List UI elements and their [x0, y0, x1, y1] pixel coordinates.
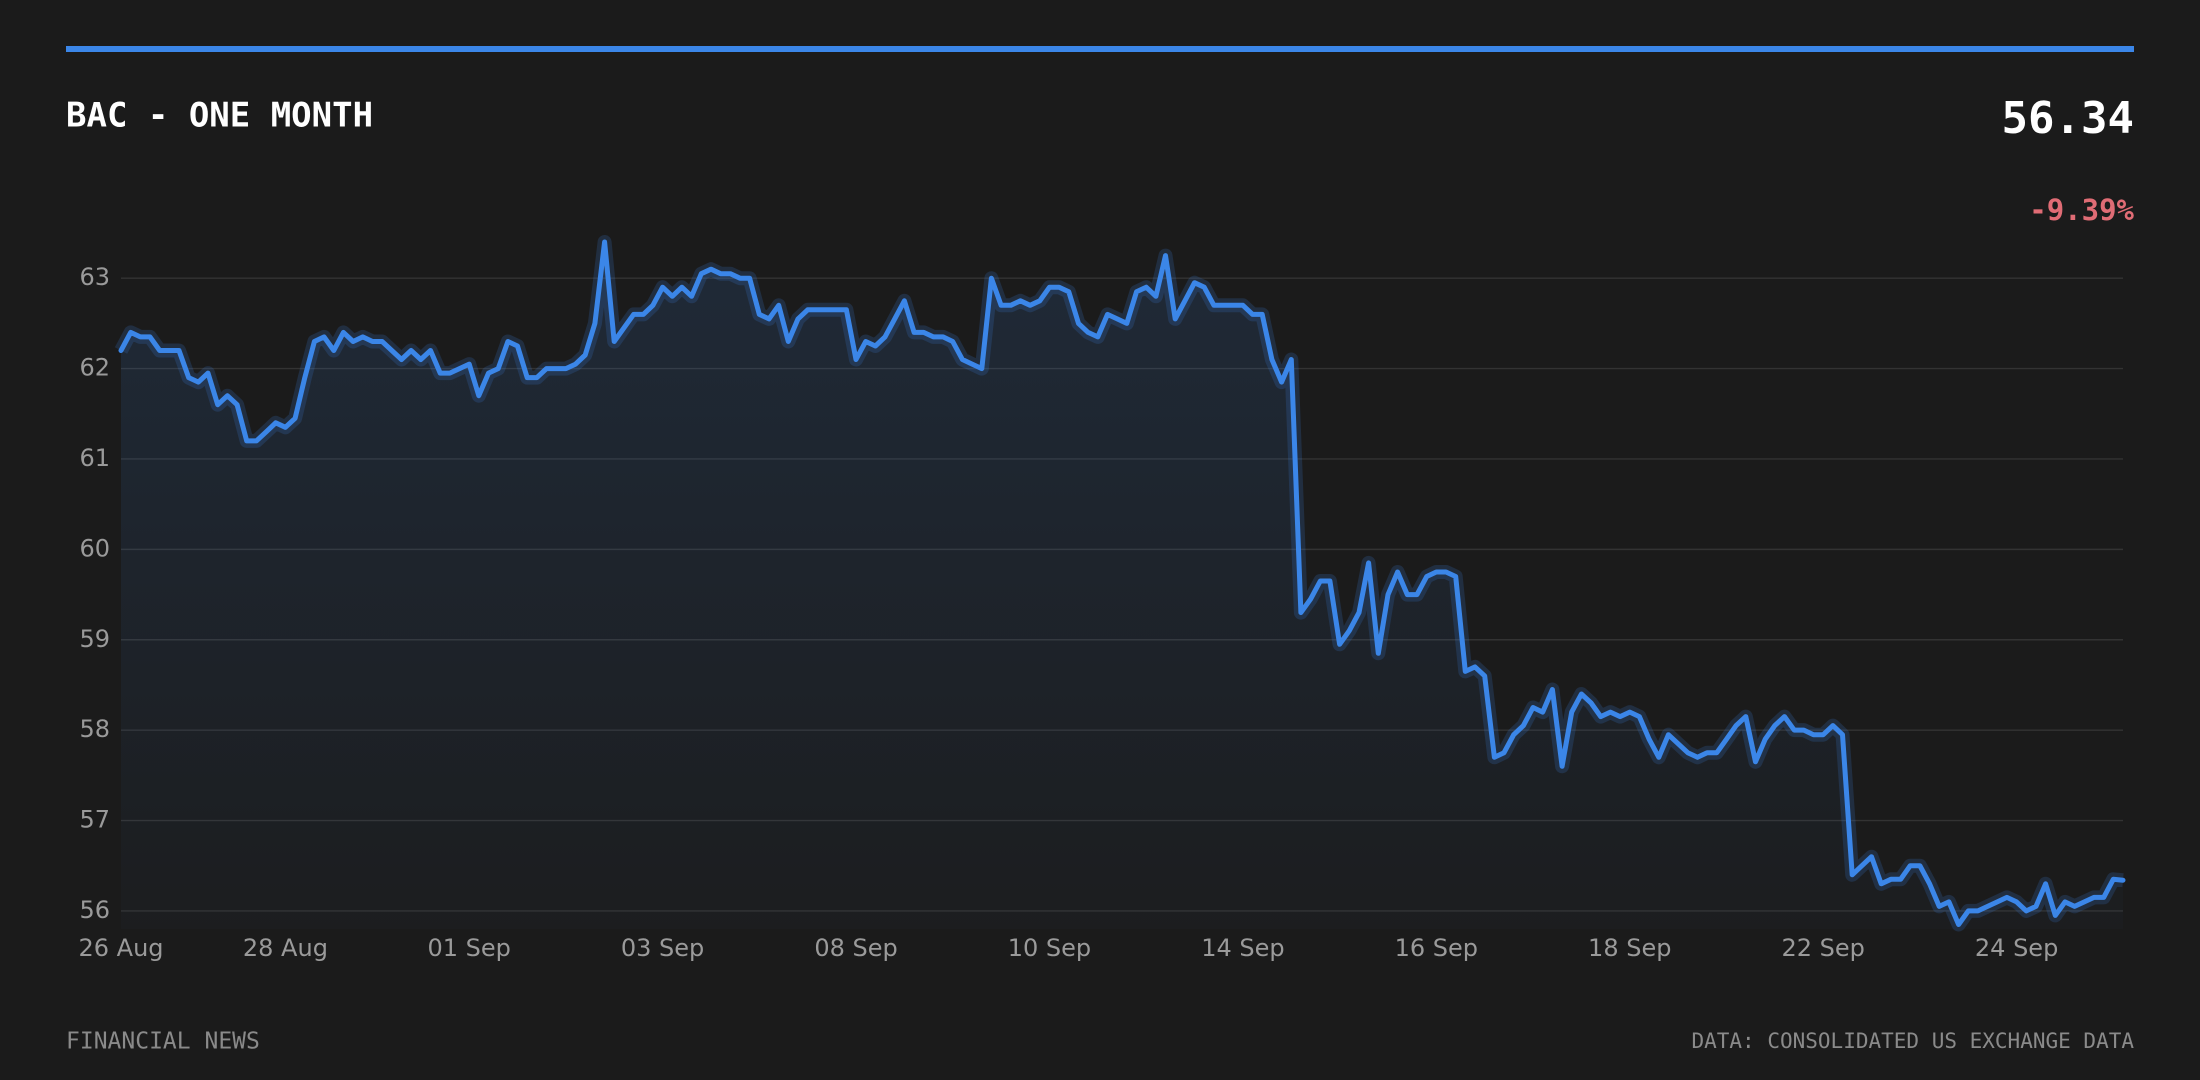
chart-title: BAC - ONE MONTH [66, 96, 373, 136]
footer-right: DATA: CONSOLIDATED US EXCHANGE DATA [1691, 1029, 2134, 1053]
area [121, 242, 2123, 929]
line [118, 239, 2126, 927]
y-tick-label: 60 [79, 534, 110, 562]
x-tick-label: 10 Sep [1008, 934, 1091, 962]
change: -9.39% [2029, 193, 2134, 227]
price: 56.34 [2002, 93, 2134, 144]
plot: 56 57 58 59 60 61 62 63 26 Aug 28 Aug 01 Sep 03 Sep… [78, 235, 2126, 962]
x-tick-label: 08 Sep [814, 934, 897, 962]
y-tick-label: 62 [79, 354, 110, 382]
x-tick-label: 18 Sep [1588, 934, 1671, 962]
x-tick-label: 26 Aug [78, 934, 163, 962]
y-tick-label: 58 [79, 715, 110, 743]
y-tick-label: 63 [79, 263, 110, 291]
y-tick-label: 61 [79, 444, 110, 472]
x-tick-label: 22 Sep [1781, 934, 1864, 962]
x-tick-label: 01 Sep [427, 934, 510, 962]
top-bar [66, 46, 2134, 52]
y-tick-label: 56 [79, 896, 110, 924]
x-tick-label: 16 Sep [1395, 934, 1478, 962]
footer-left: FINANCIAL NEWS [66, 1029, 260, 1055]
y-tick-label: 57 [79, 806, 110, 834]
x-tick-label: 14 Sep [1201, 934, 1284, 962]
x-tick-label: 24 Sep [1975, 934, 2058, 962]
x-tick-label: 28 Aug [243, 934, 328, 962]
y-tick-label: 59 [79, 625, 110, 653]
x-tick-label: 03 Sep [621, 934, 704, 962]
